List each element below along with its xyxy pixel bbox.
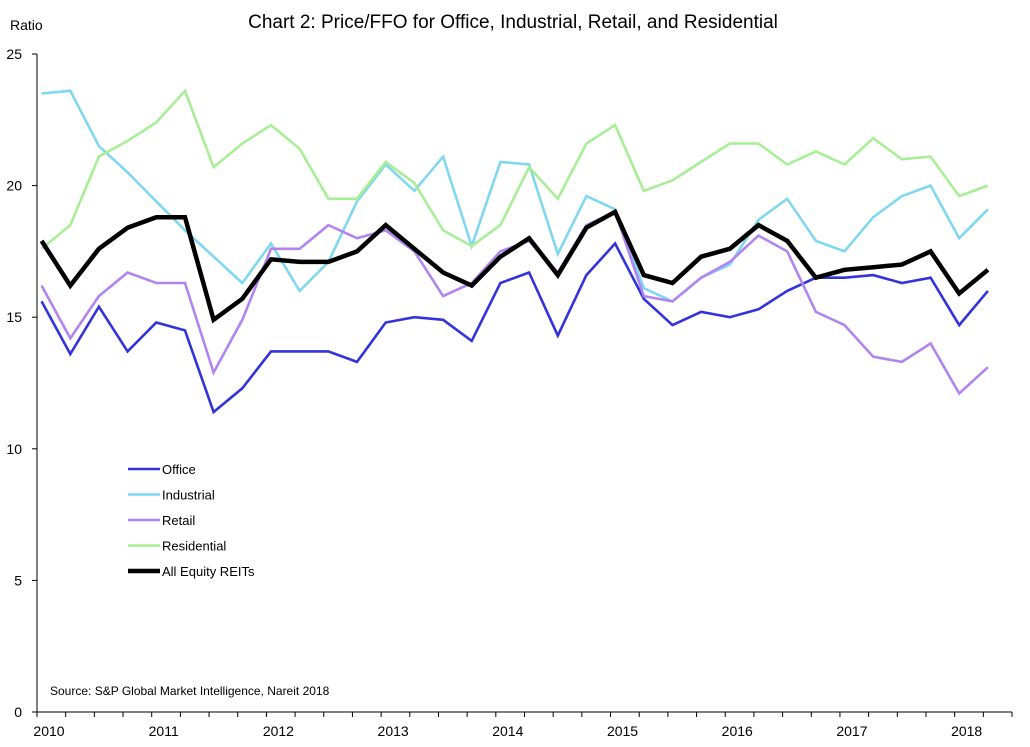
series-line-all-equity-reits	[39, 208, 990, 324]
series-lines	[39, 88, 990, 415]
legend-label-industrial: Industrial	[162, 488, 215, 503]
series-line-office	[40, 241, 989, 415]
x-tick-label: 2011	[149, 723, 179, 739]
legend-label-office: Office	[162, 462, 196, 477]
x-tick-label: 2012	[263, 723, 294, 739]
y-tick-label: 15	[6, 309, 22, 325]
legend-label-residential: Residential	[162, 539, 226, 554]
legend: Office Industrial Retail Residential All Equ…	[128, 462, 255, 579]
source-note: Source: S&P Global Market Intelligence, …	[50, 684, 330, 698]
x-tick-label: 2015	[607, 723, 638, 739]
axes: 0 5 10 15 20 25 2010 2011 2012 2013 2014 2015 2016 20…	[6, 46, 1013, 739]
x-tick-label: 2016	[722, 723, 753, 739]
legend-label-retail: Retail	[162, 513, 195, 528]
chart-title: Chart 2: Price/FFO for Office, Industria…	[248, 12, 778, 33]
series-line-residential	[40, 88, 989, 250]
y-tick-label: 10	[6, 441, 22, 457]
series-line-industrial	[41, 89, 989, 303]
legend-label-all-equity-reits: All Equity REITs	[162, 564, 255, 579]
series-line-retail	[40, 210, 989, 396]
x-tick-label: 2017	[836, 723, 867, 739]
y-tick-label: 0	[14, 704, 22, 720]
x-tick-label: 2013	[378, 723, 409, 739]
y-tick-label: 20	[6, 178, 22, 194]
y-tick-label: 25	[6, 46, 22, 62]
y-axis-label: Ratio	[10, 17, 43, 33]
x-tick-label: 2018	[951, 723, 982, 739]
x-tick-label: 2014	[492, 723, 523, 739]
x-tick-label: 2010	[33, 723, 64, 739]
y-tick-label: 5	[14, 572, 22, 588]
